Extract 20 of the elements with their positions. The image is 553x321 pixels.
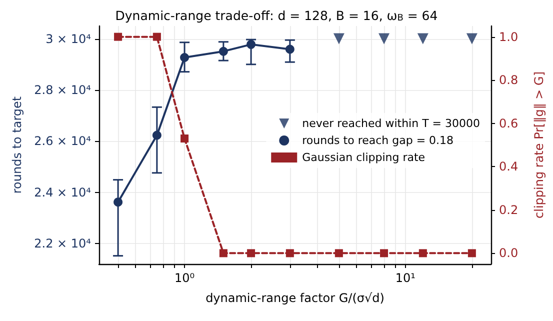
y2-tick-label: 0.8 xyxy=(499,73,518,88)
y2-axis-title: clipping rate Pr[‖g‖ > G] xyxy=(532,72,546,218)
y2-tick-label: 0.4 xyxy=(499,160,518,174)
y-axis-title: rounds to target xyxy=(10,96,24,194)
chart-title: Dynamic-range trade-off: d = 128, B = 16, ωB = 64 xyxy=(115,8,438,24)
y-tick-label: 3 × 10⁴ xyxy=(46,32,92,46)
legend-label: rounds to reach gap = 0.18 xyxy=(302,134,454,147)
x-tick-label: 10⁰ xyxy=(174,271,195,285)
y2-tick-label: 1.0 xyxy=(499,30,518,44)
legend-label: never reached within T = 30000 xyxy=(302,117,480,130)
legend-label: Gaussian clipping rate xyxy=(302,151,426,164)
y2-tick-label: 0.6 xyxy=(499,116,518,130)
x-tick-label: 10¹ xyxy=(395,271,416,285)
y2-tick-label: 0.0 xyxy=(499,246,518,260)
y-tick-label: 2.8 × 10⁴ xyxy=(34,82,92,97)
x-axis-title: dynamic-range factor G/(σ√d) xyxy=(206,291,384,305)
y-tick-label: 2.4 × 10⁴ xyxy=(34,185,92,200)
y-tick-label: 2.6 × 10⁴ xyxy=(34,134,92,148)
y2-tick-label: 0.2 xyxy=(499,202,518,217)
y-tick-label: 2.2 × 10⁴ xyxy=(34,236,92,251)
